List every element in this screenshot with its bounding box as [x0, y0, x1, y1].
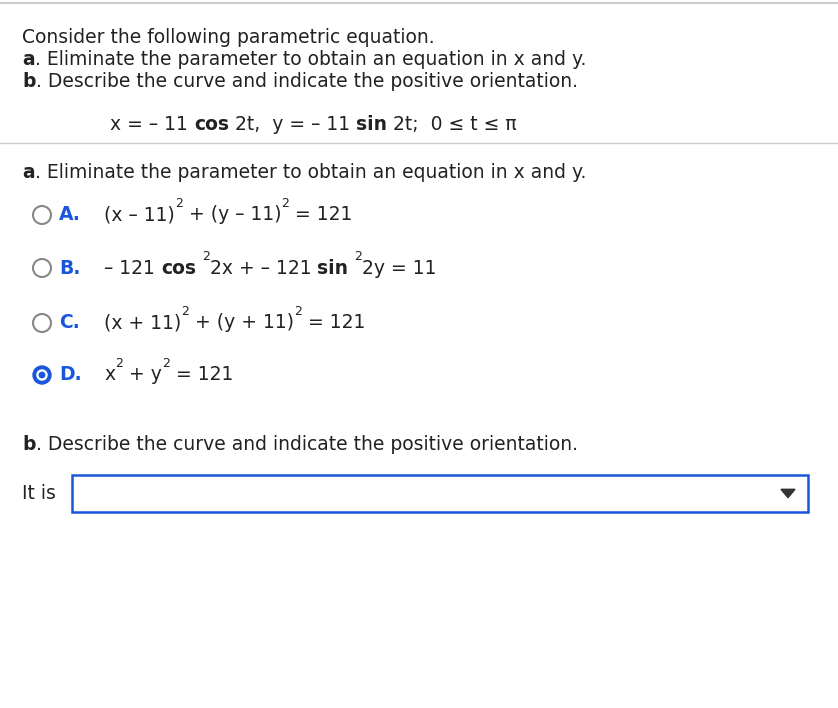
Text: a: a: [22, 163, 34, 182]
Text: 2x + – 121: 2x + – 121: [210, 258, 318, 278]
Text: D.: D.: [59, 365, 81, 384]
Text: sin: sin: [318, 258, 349, 278]
Text: . Describe the curve and indicate the positive orientation.: . Describe the curve and indicate the po…: [35, 72, 577, 91]
Text: = 121: = 121: [170, 365, 233, 384]
Text: + (y + 11): + (y + 11): [189, 314, 294, 333]
Circle shape: [39, 372, 44, 377]
Text: 2y = 11: 2y = 11: [362, 258, 437, 278]
Text: – 121: – 121: [104, 258, 161, 278]
Text: Consider the following parametric equation.: Consider the following parametric equati…: [22, 28, 435, 47]
Text: . Eliminate the parameter to obtain an equation in x and y.: . Eliminate the parameter to obtain an e…: [34, 163, 586, 182]
Text: 2: 2: [294, 305, 302, 318]
Text: 2t;  0 ≤ t ≤ π: 2t; 0 ≤ t ≤ π: [387, 115, 516, 134]
Circle shape: [33, 366, 51, 384]
FancyBboxPatch shape: [72, 475, 808, 512]
Text: x: x: [104, 365, 115, 384]
Text: + y: + y: [123, 365, 162, 384]
Text: b: b: [22, 72, 35, 91]
Text: 2: 2: [281, 197, 289, 210]
Text: a: a: [22, 50, 34, 69]
Circle shape: [37, 370, 47, 380]
Text: 2: 2: [175, 197, 183, 210]
Text: sin: sin: [356, 115, 387, 134]
Text: + (y – 11): + (y – 11): [183, 205, 281, 224]
Text: It is: It is: [22, 484, 56, 503]
Text: (x + 11): (x + 11): [104, 314, 181, 333]
Text: B.: B.: [59, 258, 80, 278]
Text: cos: cos: [194, 115, 229, 134]
Text: . Describe the curve and indicate the positive orientation.: . Describe the curve and indicate the po…: [35, 435, 577, 454]
Text: 2: 2: [162, 357, 170, 370]
Text: 2t,  y = – 11: 2t, y = – 11: [229, 115, 356, 134]
Text: cos: cos: [161, 258, 196, 278]
Text: = 121: = 121: [289, 205, 352, 224]
Text: x = – 11: x = – 11: [110, 115, 194, 134]
Text: = 121: = 121: [302, 314, 365, 333]
Text: C.: C.: [59, 314, 80, 333]
Text: b: b: [22, 435, 35, 454]
Text: . Eliminate the parameter to obtain an equation in x and y.: . Eliminate the parameter to obtain an e…: [34, 50, 586, 69]
Text: 2: 2: [115, 357, 123, 370]
Text: (x – 11): (x – 11): [104, 205, 175, 224]
Text: 2: 2: [202, 250, 210, 263]
Text: 2: 2: [354, 250, 362, 263]
Text: 2: 2: [181, 305, 189, 318]
Text: A.: A.: [59, 205, 81, 224]
Polygon shape: [781, 489, 795, 498]
